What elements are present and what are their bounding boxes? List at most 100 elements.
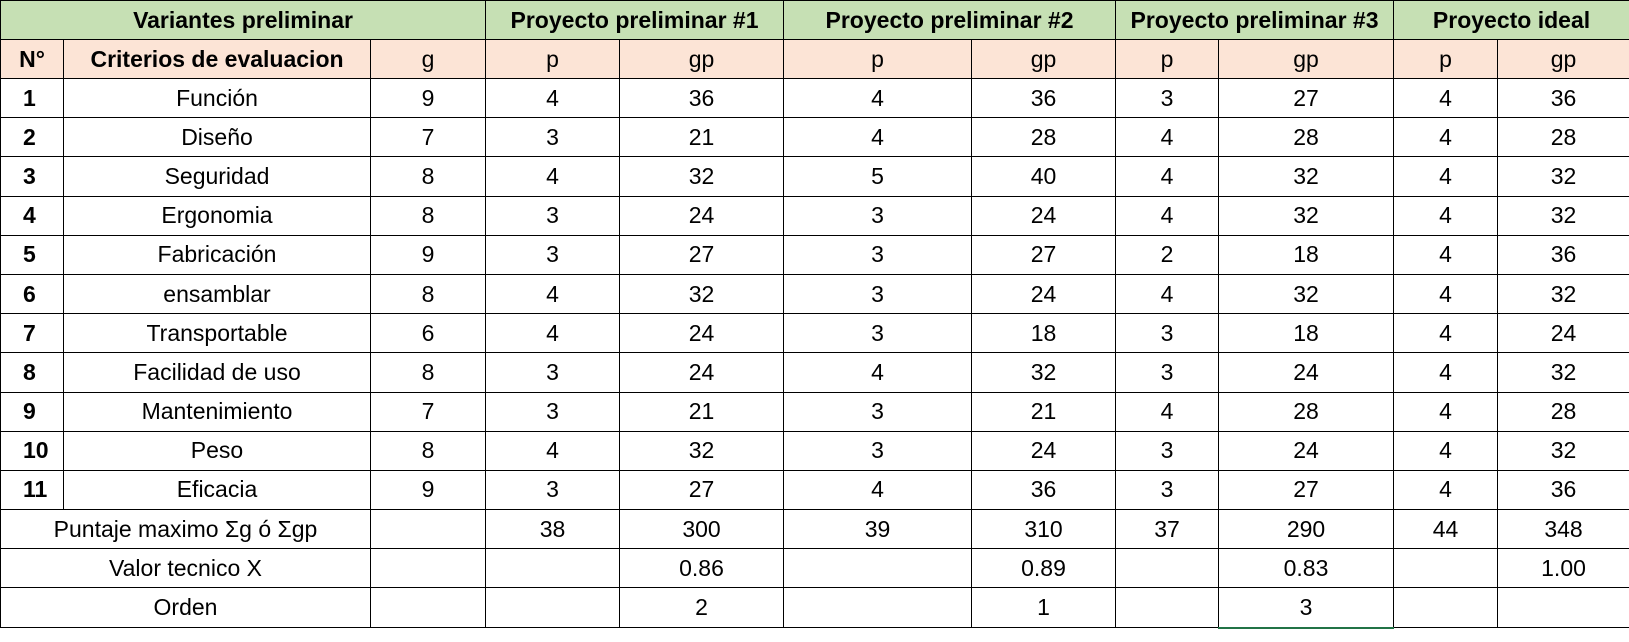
col-header-p2-p[interactable]: p [783,39,973,79]
p3-gp-value[interactable]: 27 [1218,77,1395,119]
col-header-num[interactable]: N° [0,39,64,79]
p1-gp-value[interactable]: 32 [619,273,785,315]
p1-p-value[interactable]: 4 [485,156,621,197]
totals-p2-gp[interactable]: 310 [971,509,1117,550]
ideal-gp-value[interactable]: 28 [1497,117,1629,158]
g-value[interactable]: 6 [369,313,487,354]
g-value[interactable]: 8 [369,430,487,471]
p1-p-value[interactable]: 3 [485,195,621,236]
g-value[interactable]: 8 [369,273,487,315]
p2-gp-value[interactable]: 21 [971,391,1117,432]
group-header-proyecto-2[interactable]: Proyecto preliminar #2 [783,0,1117,40]
orden-p2-p[interactable] [783,587,973,629]
group-header-proyecto-3[interactable]: Proyecto preliminar #3 [1115,0,1395,40]
col-header-ideal-p[interactable]: p [1393,39,1499,79]
valor-ideal-p[interactable] [1393,548,1499,589]
row-number[interactable]: 9 [0,391,64,432]
orden-label[interactable]: Orden [0,587,371,629]
row-number[interactable]: 11 [0,469,64,511]
ideal-gp-value[interactable]: 36 [1497,469,1629,511]
g-value[interactable]: 9 [369,234,487,275]
p3-p-value[interactable]: 3 [1115,469,1220,511]
orden-ideal-gp[interactable] [1497,587,1629,629]
row-number[interactable]: 2 [0,117,64,158]
row-number[interactable]: 10 [0,430,64,471]
g-value[interactable]: 8 [369,156,487,197]
ideal-p-value[interactable]: 4 [1393,156,1499,197]
valor-p1-p[interactable] [485,548,621,589]
p1-p-value[interactable]: 4 [485,313,621,354]
ideal-p-value[interactable]: 4 [1393,430,1499,471]
totals-ideal-gp[interactable]: 348 [1497,509,1629,550]
p1-p-value[interactable]: 4 [485,430,621,471]
p3-gp-value[interactable]: 24 [1218,352,1395,393]
ideal-gp-value[interactable]: 36 [1497,77,1629,119]
totals-g-cell[interactable] [369,509,487,550]
p1-gp-value[interactable]: 21 [619,117,785,158]
p2-p-value[interactable]: 5 [783,156,973,197]
ideal-p-value[interactable]: 4 [1393,469,1499,511]
valor-p2-p[interactable] [783,548,973,589]
p1-gp-value[interactable]: 36 [619,77,785,119]
p2-gp-value[interactable]: 36 [971,77,1117,119]
ideal-gp-value[interactable]: 32 [1497,195,1629,236]
group-header-proyecto-ideal[interactable]: Proyecto ideal [1393,0,1629,40]
row-number[interactable]: 8 [0,352,64,393]
ideal-gp-value[interactable]: 32 [1497,273,1629,315]
p1-gp-value[interactable]: 21 [619,391,785,432]
row-number[interactable]: 1 [0,77,64,119]
col-header-p3-p[interactable]: p [1115,39,1220,79]
criterion-name[interactable]: Ergonomia [63,195,371,236]
col-header-g[interactable]: g [369,39,487,79]
p1-p-value[interactable]: 3 [485,117,621,158]
p1-p-value[interactable]: 3 [485,469,621,511]
p2-gp-value[interactable]: 36 [971,469,1117,511]
g-value[interactable]: 8 [369,195,487,236]
ideal-p-value[interactable]: 4 [1393,77,1499,119]
criterion-name[interactable]: Seguridad [63,156,371,197]
valor-p1-gp[interactable]: 0.86 [619,548,785,589]
row-number[interactable]: 4 [0,195,64,236]
p2-p-value[interactable]: 4 [783,352,973,393]
ideal-gp-value[interactable]: 28 [1497,391,1629,432]
orden-p1-p[interactable] [485,587,621,629]
col-header-p2-gp[interactable]: gp [971,39,1117,79]
valor-p2-gp[interactable]: 0.89 [971,548,1117,589]
valor-tecnico-label[interactable]: Valor tecnico X [0,548,371,589]
row-number[interactable]: 7 [0,313,64,354]
p1-p-value[interactable]: 3 [485,352,621,393]
totals-p3-gp[interactable]: 290 [1218,509,1395,550]
p2-p-value[interactable]: 3 [783,195,973,236]
orden-p3-p[interactable] [1115,587,1220,629]
p3-p-value[interactable]: 3 [1115,313,1220,354]
p1-gp-value[interactable]: 27 [619,234,785,275]
orden-p3-gp-selected-cell[interactable]: 3 [1218,587,1395,629]
valor-p3-p[interactable] [1115,548,1220,589]
col-header-p1-gp[interactable]: gp [619,39,785,79]
criterion-name[interactable]: Función [63,77,371,119]
p3-gp-value[interactable]: 32 [1218,195,1395,236]
p2-p-value[interactable]: 4 [783,469,973,511]
ideal-gp-value[interactable]: 32 [1497,156,1629,197]
totals-p1-gp[interactable]: 300 [619,509,785,550]
criterion-name[interactable]: Transportable [63,313,371,354]
p2-p-value[interactable]: 3 [783,391,973,432]
group-header-variantes[interactable]: Variantes preliminar [0,0,487,40]
p3-gp-value[interactable]: 24 [1218,430,1395,471]
p1-gp-value[interactable]: 24 [619,352,785,393]
p2-gp-value[interactable]: 32 [971,352,1117,393]
orden-ideal-p[interactable] [1393,587,1499,629]
ideal-p-value[interactable]: 4 [1393,313,1499,354]
p3-p-value[interactable]: 2 [1115,234,1220,275]
row-number[interactable]: 5 [0,234,64,275]
p2-p-value[interactable]: 3 [783,273,973,315]
p3-p-value[interactable]: 4 [1115,391,1220,432]
p1-gp-value[interactable]: 32 [619,430,785,471]
p3-gp-value[interactable]: 32 [1218,273,1395,315]
p3-p-value[interactable]: 4 [1115,117,1220,158]
p3-gp-value[interactable]: 28 [1218,117,1395,158]
col-header-criterios[interactable]: Criterios de evaluacion [63,39,371,79]
ideal-p-value[interactable]: 4 [1393,117,1499,158]
p1-gp-value[interactable]: 24 [619,195,785,236]
p1-gp-value[interactable]: 32 [619,156,785,197]
